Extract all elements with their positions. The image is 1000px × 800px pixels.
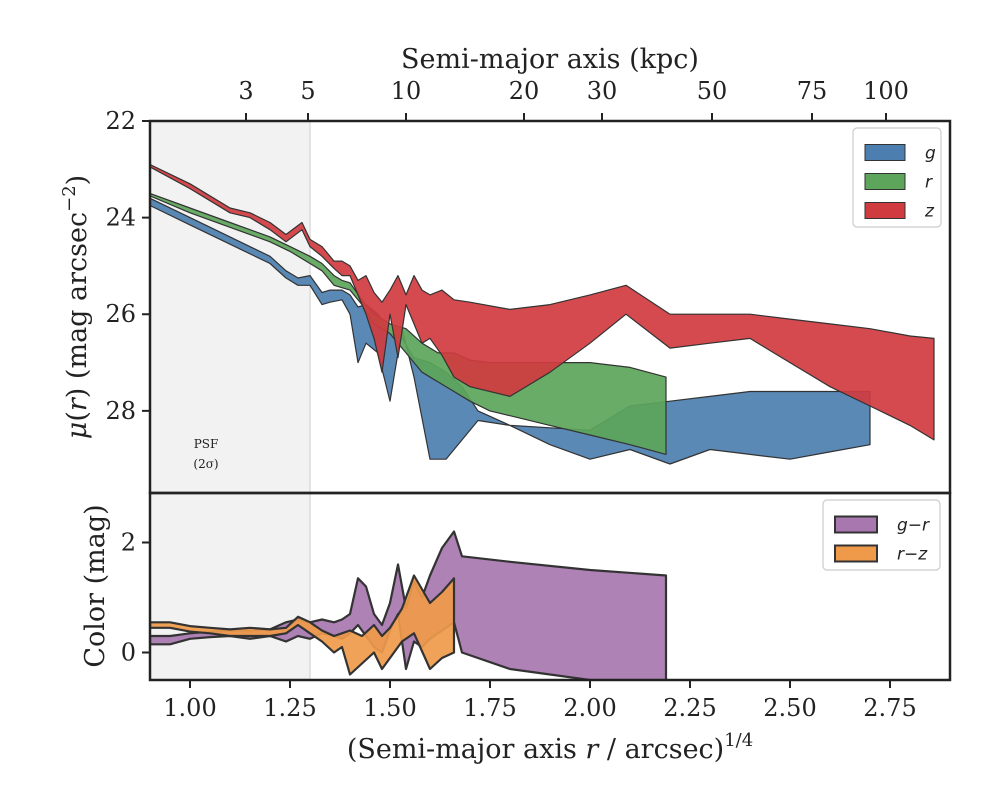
upper-ylabel-close: ) — [62, 175, 93, 186]
x-tick-label: 2.00 — [563, 694, 616, 722]
psf-region-lower — [150, 493, 311, 680]
legend-swatch — [864, 173, 906, 190]
band-r — [150, 192, 667, 455]
top-tick-label: 5 — [300, 77, 315, 105]
top-tick-label: 50 — [697, 77, 728, 105]
x-tick-label: 2.50 — [763, 694, 816, 722]
band-rz — [150, 574, 456, 676]
lower-ticks: 1.00 1.25 1.50 1.75 2.00 2.25 2.50 2.75 0 2 — [121, 529, 917, 723]
bottom-label-var: r — [585, 734, 600, 765]
upper-series-layer — [150, 163, 935, 465]
lower-series-layer — [150, 530, 668, 680]
lower-panel-frame — [148, 491, 952, 682]
legend-swatch — [834, 544, 878, 563]
upper-ylabel-open: ( — [62, 411, 93, 422]
bottom-label-tail: / arcsec) — [598, 734, 724, 765]
lower-y-tick-label: 0 — [121, 639, 136, 667]
top-tick-label: 30 — [587, 77, 618, 105]
top-axis-ticks: 3 5 10 20 30 50 75 100 — [238, 77, 909, 121]
x-tick-label: 2.25 — [663, 694, 716, 722]
lower-panel: 1.00 1.25 1.50 1.75 2.00 2.25 2.50 2.75 0 2 g−r r−… — [121, 493, 941, 723]
legend-swatch — [834, 515, 878, 534]
band-g — [150, 197, 871, 465]
upper-y-axis-title: μ(r) (mag arcsec−2) — [59, 175, 93, 439]
top-tick-label: 20 — [509, 77, 540, 105]
upper-y-tick-label: 28 — [105, 397, 136, 425]
bottom-axis-title: (Semi-major axis r / arcsec)1/4 — [347, 730, 753, 765]
upper-ticks: 22 24 26 28 — [105, 107, 150, 425]
band-z — [150, 163, 935, 441]
upper-legend: grz — [852, 127, 942, 228]
legend-label: r−z — [897, 545, 928, 565]
legend-swatch — [864, 144, 906, 161]
psf-shade — [150, 493, 310, 680]
psf-label-line1: PSF — [194, 437, 219, 451]
psf-label-line2: (2σ) — [193, 457, 218, 471]
upper-panel: 22 24 26 28 3 5 10 20 30 50 75 100 PSF (2σ) grz — [105, 77, 942, 493]
upper-ylabel-r: r — [62, 396, 93, 411]
lower-legend: g−r r−z — [822, 499, 941, 571]
upper-y-tick-label: 24 — [105, 204, 136, 232]
bottom-label-sup: 1/4 — [724, 730, 753, 751]
top-tick-label: 10 — [391, 77, 422, 105]
x-tick-label: 1.00 — [163, 694, 216, 722]
upper-ylabel-rest: ) (mag arcsec — [62, 212, 93, 398]
upper-ylabel-sup: −2 — [59, 185, 80, 212]
lower-y-tick-label: 2 — [121, 529, 136, 557]
top-tick-label: 75 — [797, 77, 828, 105]
legend-label: r — [925, 173, 933, 193]
bottom-label-main: (Semi-major axis — [347, 734, 586, 765]
top-tick-label: 3 — [238, 77, 253, 105]
x-tick-label: 1.50 — [363, 694, 416, 722]
legend-label: z — [924, 202, 935, 222]
psf-region-upper — [150, 121, 311, 493]
upper-ylabel-mu: μ — [62, 422, 93, 440]
legend-swatch — [864, 202, 906, 219]
legend-label: g — [925, 144, 936, 164]
upper-y-tick-label: 26 — [105, 300, 136, 328]
psf-shade — [150, 121, 310, 493]
top-tick-label: 100 — [863, 77, 909, 105]
upper-y-tick-label: 22 — [105, 107, 136, 135]
lower-y-axis-title: Color (mag) — [80, 504, 111, 667]
x-tick-label: 1.25 — [263, 694, 316, 722]
x-tick-label: 1.75 — [463, 694, 516, 722]
legend-label: g−r — [897, 516, 930, 536]
x-tick-label: 2.75 — [863, 694, 916, 722]
top-axis-title: Semi-major axis (kpc) — [401, 44, 699, 75]
